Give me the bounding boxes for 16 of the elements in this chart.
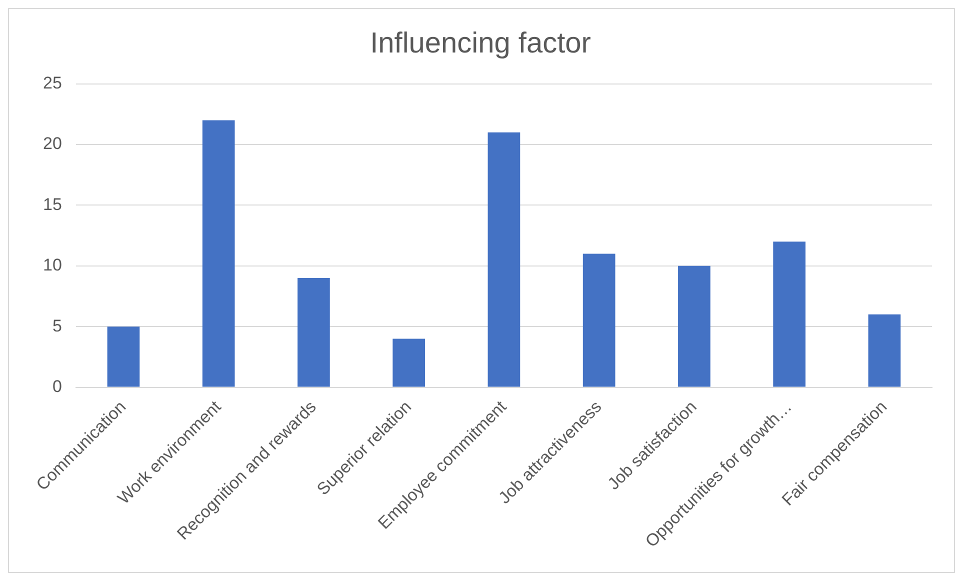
bar — [107, 326, 140, 387]
bar — [202, 120, 235, 387]
bar — [773, 242, 806, 387]
y-tick-label: 25 — [42, 73, 62, 92]
chart-title: Influencing factor — [370, 27, 592, 60]
y-tick-label: 0 — [52, 376, 62, 396]
y-tick-label: 10 — [42, 256, 62, 275]
y-tick-label: 20 — [42, 134, 62, 154]
y-tick-label: 5 — [52, 316, 62, 336]
bar — [392, 338, 426, 387]
bar — [582, 254, 616, 387]
y-tick-label: 15 — [42, 194, 62, 214]
bar — [298, 278, 330, 387]
bar — [678, 266, 710, 387]
bar — [488, 132, 520, 387]
bar — [868, 314, 901, 387]
